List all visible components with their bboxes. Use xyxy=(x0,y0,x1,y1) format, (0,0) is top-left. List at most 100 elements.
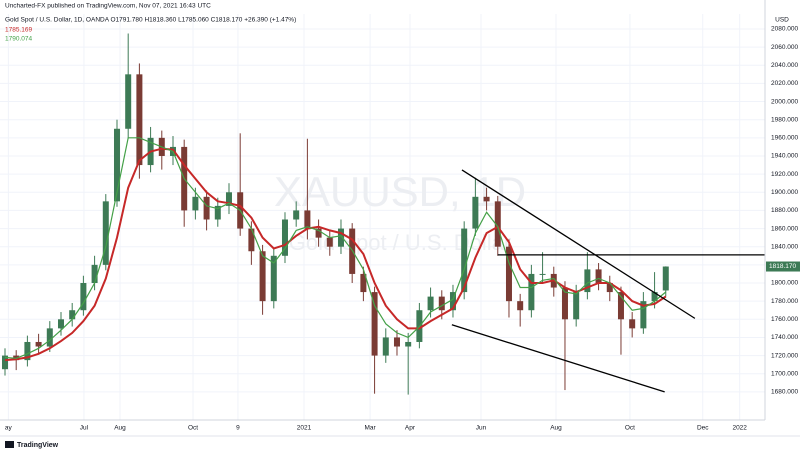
y-tick-label: 1800.000 xyxy=(771,280,798,287)
y-tick-label: 1920.000 xyxy=(771,171,798,178)
candle-body xyxy=(494,201,501,247)
candle-body xyxy=(539,273,546,275)
candle-body xyxy=(505,246,512,302)
y-tick-label: 1960.000 xyxy=(771,135,798,142)
currency: USD xyxy=(775,17,789,24)
y-tick-label: 2060.000 xyxy=(771,44,798,51)
candle-body xyxy=(113,128,120,202)
candle-body xyxy=(259,251,266,302)
y-tick-label: 2080.000 xyxy=(771,26,798,33)
candle-body xyxy=(57,319,64,329)
candle-body xyxy=(281,219,288,256)
candle-body xyxy=(651,292,658,302)
legend-value: 1785.169 xyxy=(5,27,32,34)
candle-body xyxy=(483,196,490,202)
candle-body xyxy=(517,301,524,311)
y-tick-label: 2000.000 xyxy=(771,98,798,105)
candle-body xyxy=(606,283,613,293)
candle-body xyxy=(405,341,412,347)
candle-body xyxy=(192,196,199,211)
candle-body xyxy=(1,355,8,370)
x-tick-label: Aug xyxy=(114,425,126,432)
candle-body xyxy=(315,228,322,238)
x-tick-label: 9 xyxy=(236,425,240,432)
candle-body xyxy=(270,255,277,302)
x-tick-label: Mar xyxy=(365,425,377,432)
y-tick-label: 1780.000 xyxy=(771,298,798,305)
x-tick-label: Jul xyxy=(80,425,89,432)
candle-body xyxy=(293,210,300,220)
candle-body xyxy=(472,196,479,229)
candle-body xyxy=(371,292,378,356)
y-tick-label: 1840.000 xyxy=(771,243,798,250)
brand-logo xyxy=(5,441,14,448)
candle-body xyxy=(248,228,255,252)
y-tick-label: 2040.000 xyxy=(771,62,798,69)
candle-body xyxy=(629,319,636,329)
publisher: Uncharted-FX published on TradingView.co… xyxy=(5,3,211,10)
candle-body xyxy=(80,283,87,311)
chart-title: Gold Spot / U.S. Dollar, 1D, OANDA O1791… xyxy=(5,17,296,24)
y-tick-label: 1880.000 xyxy=(771,207,798,214)
candle-body xyxy=(35,341,42,347)
candle-body xyxy=(662,266,669,291)
candle-body xyxy=(438,296,445,311)
candle-body xyxy=(225,192,232,206)
y-tick-label: 2020.000 xyxy=(771,80,798,87)
x-tick-label: 2022 xyxy=(732,425,747,432)
candle-body xyxy=(214,205,221,220)
x-tick-label: Apr xyxy=(405,425,416,432)
last-price-tag xyxy=(766,261,800,272)
candle-body xyxy=(360,273,367,293)
last-price-label: 1818.170 xyxy=(769,263,796,270)
candle-body xyxy=(449,292,456,311)
y-tick-label: 1700.000 xyxy=(771,370,798,377)
grid xyxy=(0,14,765,420)
y-tick-label: 1740.000 xyxy=(771,334,798,341)
candle-body xyxy=(640,301,647,329)
y-tick-label: 1860.000 xyxy=(771,225,798,232)
y-tick-label: 1680.000 xyxy=(771,389,798,396)
candle-body xyxy=(136,74,143,166)
y-tick-label: 1980.000 xyxy=(771,116,798,123)
watermark: XAUUSD, 1D xyxy=(274,168,526,215)
moving-average xyxy=(4,137,667,359)
candle-body xyxy=(91,264,98,284)
y-tick-label: 1720.000 xyxy=(771,352,798,359)
candle-body xyxy=(46,328,53,347)
y-tick-label: 1940.000 xyxy=(771,153,798,160)
x-tick-label: Jun xyxy=(476,425,487,432)
candle-body xyxy=(427,296,434,311)
x-tick-label: 2021 xyxy=(297,425,312,432)
candle-body xyxy=(573,292,580,320)
candle-body xyxy=(617,292,624,320)
candle-body xyxy=(102,201,109,265)
candle-body xyxy=(326,237,333,247)
watermark-subtitle: Gold Spot / U.S. Dollar xyxy=(289,230,512,255)
x-tick-label: Aug xyxy=(550,425,562,432)
y-tick-label: 1760.000 xyxy=(771,316,798,323)
candle-body xyxy=(393,337,400,347)
plot xyxy=(1,33,766,395)
trendline xyxy=(451,324,665,393)
candle-body xyxy=(382,337,389,356)
brand: TradingView xyxy=(17,442,59,449)
legend-value: 1790.074 xyxy=(5,36,32,43)
candle-body xyxy=(595,269,602,284)
x-tick-label: Oct xyxy=(188,425,198,432)
x-tick-label: Dec xyxy=(697,425,709,432)
candle-body xyxy=(337,228,344,247)
candle-body xyxy=(203,196,210,220)
candle-body xyxy=(584,269,591,293)
candle-body xyxy=(561,287,568,320)
candle-body xyxy=(125,74,132,129)
y-tick-label: 1900.000 xyxy=(771,189,798,196)
x-tick-label: ay xyxy=(5,425,13,432)
candle-body xyxy=(69,310,76,320)
x-tick-label: Oct xyxy=(625,425,635,432)
trendline xyxy=(461,169,696,319)
candle-body xyxy=(304,210,311,229)
candle-body xyxy=(461,228,468,293)
